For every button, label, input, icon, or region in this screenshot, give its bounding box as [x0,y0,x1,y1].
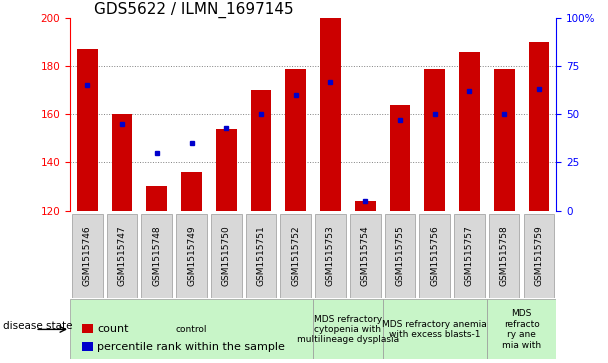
FancyBboxPatch shape [313,299,382,359]
FancyBboxPatch shape [176,214,207,298]
FancyBboxPatch shape [382,299,487,359]
Bar [216,129,237,211]
Bar [285,69,306,211]
Text: GSM1515759: GSM1515759 [534,225,544,286]
FancyBboxPatch shape [315,214,346,298]
FancyBboxPatch shape [487,299,556,359]
Bar [390,105,410,211]
Text: GSM1515752: GSM1515752 [291,225,300,286]
Bar [494,69,514,211]
Text: percentile rank within the sample: percentile rank within the sample [97,342,285,352]
Text: GDS5622 / ILMN_1697145: GDS5622 / ILMN_1697145 [94,2,294,18]
Bar [320,18,341,211]
Bar [528,42,550,211]
Text: GSM1515757: GSM1515757 [465,225,474,286]
FancyBboxPatch shape [523,214,554,298]
Bar [77,49,98,211]
Text: count: count [97,323,129,334]
FancyBboxPatch shape [72,214,103,298]
FancyBboxPatch shape [70,299,313,359]
Text: GSM1515746: GSM1515746 [83,225,92,286]
Bar [424,69,445,211]
FancyBboxPatch shape [489,214,519,298]
FancyBboxPatch shape [107,214,137,298]
Bar [112,114,133,211]
Text: MDS
refracto
ry ane
mia with: MDS refracto ry ane mia with [502,309,541,350]
Text: GSM1515751: GSM1515751 [257,225,266,286]
Text: MDS refractory
cytopenia with
multilineage dysplasia: MDS refractory cytopenia with multilinea… [297,314,399,344]
Bar [355,201,376,211]
FancyBboxPatch shape [142,214,172,298]
FancyBboxPatch shape [350,214,381,298]
FancyBboxPatch shape [246,214,276,298]
FancyBboxPatch shape [211,214,241,298]
Text: control: control [176,325,207,334]
FancyBboxPatch shape [385,214,415,298]
Text: GSM1515756: GSM1515756 [430,225,439,286]
Text: MDS refractory anemia
with excess blasts-1: MDS refractory anemia with excess blasts… [382,320,487,339]
Text: GSM1515750: GSM1515750 [222,225,231,286]
FancyBboxPatch shape [420,214,450,298]
Text: GSM1515755: GSM1515755 [395,225,404,286]
Text: GSM1515754: GSM1515754 [361,225,370,286]
FancyBboxPatch shape [454,214,485,298]
Bar [250,90,271,211]
Bar [147,187,167,211]
Text: GSM1515758: GSM1515758 [500,225,509,286]
Text: GSM1515753: GSM1515753 [326,225,335,286]
Text: GSM1515749: GSM1515749 [187,225,196,286]
Text: GSM1515748: GSM1515748 [152,225,161,286]
Bar [181,172,202,211]
Text: disease state: disease state [3,321,72,331]
FancyBboxPatch shape [280,214,311,298]
Text: GSM1515747: GSM1515747 [117,225,126,286]
Bar [459,52,480,211]
